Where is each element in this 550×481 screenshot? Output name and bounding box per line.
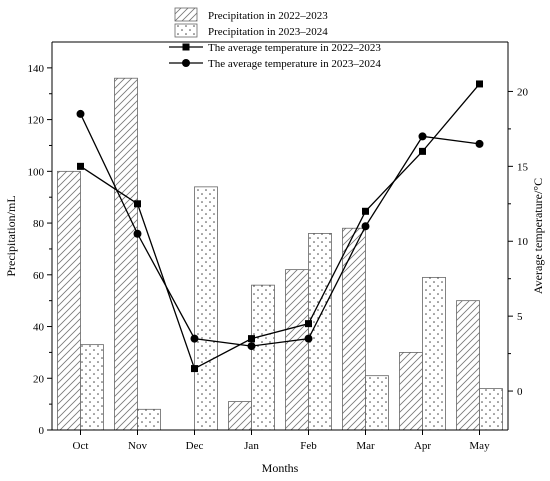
right-tick-label: 15	[517, 161, 529, 173]
square-marker-feb	[305, 320, 312, 328]
square-marker-apr	[419, 147, 426, 155]
left-tick-label: 0	[39, 425, 45, 437]
left-tick-label: 60	[33, 270, 45, 282]
bar-1-may	[456, 300, 480, 431]
x-axis-title: Months	[262, 461, 299, 475]
x-tick-label-mar: Mar	[356, 440, 375, 452]
left-axis-title: Precipitation/mL	[4, 195, 18, 276]
left-tick-label: 100	[28, 166, 45, 178]
circle-marker-mar	[361, 222, 370, 231]
x-tick-label-may: May	[469, 440, 490, 452]
square-marker-nov	[134, 200, 141, 208]
right-axis-title: Average temperature/°C	[531, 178, 545, 294]
x-tick-label-feb: Feb	[300, 440, 317, 452]
square-marker-may	[476, 80, 483, 88]
left-tick-label: 40	[33, 322, 45, 334]
right-tick-label: 5	[517, 311, 523, 323]
legend-swatch-1	[174, 7, 198, 22]
left-tick-label: 80	[33, 218, 45, 230]
x-tick-label-apr: Apr	[414, 440, 431, 452]
bar-1-nov	[114, 77, 138, 431]
legend: Precipitation in 2022–2023 Precipitation …	[169, 7, 381, 70]
circle-marker-may	[475, 139, 484, 148]
bar-1-feb	[285, 269, 309, 431]
x-tick-label-jan: Jan	[244, 440, 259, 452]
bar-2-dec	[194, 186, 218, 431]
temperature-line-1	[80, 83, 480, 370]
legend-square-marker	[182, 43, 190, 51]
square-marker-dec	[191, 365, 198, 373]
left-tick-label: 120	[28, 115, 45, 127]
bar-2-may	[479, 388, 503, 431]
circle-marker-jan	[247, 342, 256, 351]
legend-swatch-2	[174, 23, 198, 38]
bar-2-oct	[80, 344, 104, 431]
bar-1-apr	[399, 351, 423, 431]
bar-2-mar	[365, 375, 389, 431]
legend-label-3: The average temperature in 2022–2023	[208, 42, 381, 54]
bar-2-apr	[422, 276, 446, 431]
bar-2-jan	[251, 284, 275, 431]
x-tick-label-oct: Oct	[73, 440, 89, 452]
circle-marker-oct	[76, 109, 85, 118]
square-marker-jan	[248, 335, 255, 343]
legend-circle-marker	[182, 59, 190, 67]
legend-label-4: The average temperature in 2023–2024	[208, 58, 381, 70]
right-tick-label: 0	[517, 386, 523, 398]
circle-marker-nov	[133, 229, 142, 238]
bar-2-nov	[137, 408, 161, 431]
square-marker-oct	[77, 162, 84, 170]
circle-marker-feb	[304, 334, 313, 343]
circle-marker-apr	[418, 132, 427, 141]
legend-label-2: Precipitation in 2023–2024	[208, 26, 328, 38]
left-tick-label: 20	[33, 373, 45, 385]
circle-marker-dec	[190, 334, 199, 343]
bar-1-oct	[57, 170, 81, 431]
left-tick-label: 140	[28, 63, 45, 75]
bar-1-mar	[342, 227, 366, 431]
legend-label-1: Precipitation in 2022–2023	[208, 10, 328, 22]
temperature-line-2	[79, 113, 480, 347]
right-tick-label: 20	[517, 86, 529, 98]
x-tick-label-nov: Nov	[128, 440, 147, 452]
square-marker-mar	[362, 207, 369, 215]
bar-1-jan	[228, 401, 252, 431]
right-tick-label: 10	[517, 236, 529, 248]
x-tick-label-dec: Dec	[186, 440, 204, 452]
plot-area	[57, 77, 503, 431]
axes: 0 20 40 60 80 100 120 140 0 5 10 15 20 Oct Nov Dec Jan Fe…	[4, 41, 545, 475]
